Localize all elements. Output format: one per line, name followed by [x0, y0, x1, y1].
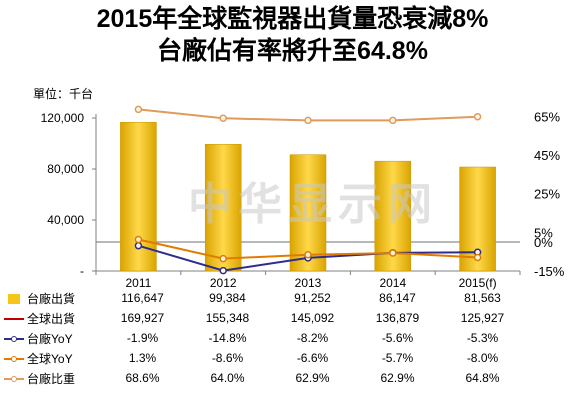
table-cell: 64.0%: [210, 371, 245, 385]
legend-marker: [4, 334, 24, 344]
y2-tick-label: 25%: [534, 187, 560, 202]
y-tick-label: -: [80, 264, 84, 278]
table-cell: 1.3%: [128, 351, 157, 365]
table-cell: 155,348: [205, 311, 250, 325]
data-table: 台廠出貨 116,647 99,384 91,252 86,147 81,563 全球出貨 1…: [4, 288, 525, 388]
legend-entry: 台廠出貨: [4, 288, 100, 308]
table-row: 台廠出貨 116,647 99,384 91,252 86,147 81,563: [4, 288, 525, 308]
point-台廠比重: [219, 114, 227, 123]
y-tick-label: 120,000: [41, 111, 85, 125]
y2-tick-label: 0%: [534, 235, 553, 250]
watermark: 中华显示网: [188, 180, 438, 229]
legend-entry: 全球出貨: [4, 308, 100, 328]
table-cell: 169,927: [120, 311, 165, 325]
table-cell: 86,147: [379, 291, 416, 305]
table-cell: 145,092: [290, 311, 335, 325]
chart-title-line1: 2015年全球監視器出貨量恐衰減8%: [96, 5, 489, 33]
point-台廠YoY: [134, 241, 143, 250]
table-cell: 81,563: [464, 291, 501, 305]
table-cell: 116,647: [121, 291, 164, 305]
table-cell: -6.6%: [296, 351, 329, 365]
table-cell: -5.3%: [466, 331, 499, 345]
table-row: 台廠比重 68.6% 64.0% 62.9% 62.9% 64.8%: [4, 368, 525, 388]
table-cell: -5.6%: [381, 331, 414, 345]
table-cell: -8.6%: [211, 351, 244, 365]
legend-label: 全球YoY: [27, 351, 73, 366]
table-cell: 68.6%: [125, 371, 160, 385]
legend-label: 台廠YoY: [27, 331, 73, 346]
point-台廠比重: [134, 105, 143, 114]
x-tick-label: 2013: [295, 276, 322, 290]
table-cell: 64.8%: [465, 371, 500, 385]
point-全球YoY: [389, 249, 397, 257]
legend-entry: 台廠比重: [4, 368, 100, 388]
y2-tick-label: 5%: [534, 225, 553, 240]
legend-marker: [4, 354, 24, 364]
point-台廠比重: [389, 116, 397, 125]
legend-marker: [4, 374, 24, 384]
unit-label: 單位：千台: [33, 87, 94, 101]
table-cell: -1.9%: [126, 331, 159, 345]
y2-tick-label: 45%: [534, 148, 560, 163]
x-tick-label: 2011: [125, 276, 151, 290]
point-台廠YoY: [219, 266, 227, 275]
table-cell: 125,927: [460, 311, 505, 325]
point-全球YoY: [219, 254, 227, 263]
legend-marker: [4, 314, 24, 324]
table-cell: -14.8%: [208, 331, 247, 345]
chart-title-line2: 台廠佔有率將升至64.8%: [157, 37, 428, 65]
legend-label: 台廠出貨: [27, 291, 76, 306]
table-row: 台廠YoY -1.9% -14.8% -8.2% -5.6% -5.3%: [4, 328, 525, 348]
legend-marker: [4, 294, 24, 305]
bar-台廠出貨: [204, 144, 242, 272]
point-台廠比重: [304, 116, 312, 125]
table-row: 全球YoY 1.3% -8.6% -6.6% -5.7% -8.0%: [4, 348, 525, 368]
table-cell: 91,252: [294, 291, 331, 305]
table-cell: 99,384: [209, 291, 246, 305]
legend-entry: 台廠YoY: [4, 328, 100, 348]
point-台廠比重: [473, 112, 482, 121]
table-cell: -5.7%: [381, 351, 414, 365]
x-tick-label: 2014: [379, 276, 406, 290]
x-tick-label: 2015(f): [459, 276, 497, 290]
table-cell: 62.9%: [380, 371, 415, 385]
y2-tick-label: 65%: [534, 109, 560, 124]
table-cell: -8.2%: [296, 331, 329, 345]
point-全球YoY: [304, 251, 312, 259]
y-tick-label: 80,000: [47, 162, 84, 176]
x-tick-label: 2012: [210, 276, 237, 290]
table-cell: 136,879: [375, 311, 420, 325]
y2-tick-label: -15%: [534, 264, 565, 279]
legend-entry: 全球YoY: [4, 348, 100, 368]
legend-label: 台廠比重: [27, 371, 76, 386]
table-cell: 62.9%: [295, 371, 330, 385]
y-tick-label: 40,000: [47, 213, 84, 227]
point-全球YoY: [473, 253, 482, 262]
point-全球YoY: [134, 235, 143, 244]
table-cell: -8.0%: [466, 351, 499, 365]
legend-label: 全球出貨: [27, 311, 76, 326]
table-row: 全球出貨 169,927 155,348 145,092 136,879 125,927: [4, 308, 525, 328]
